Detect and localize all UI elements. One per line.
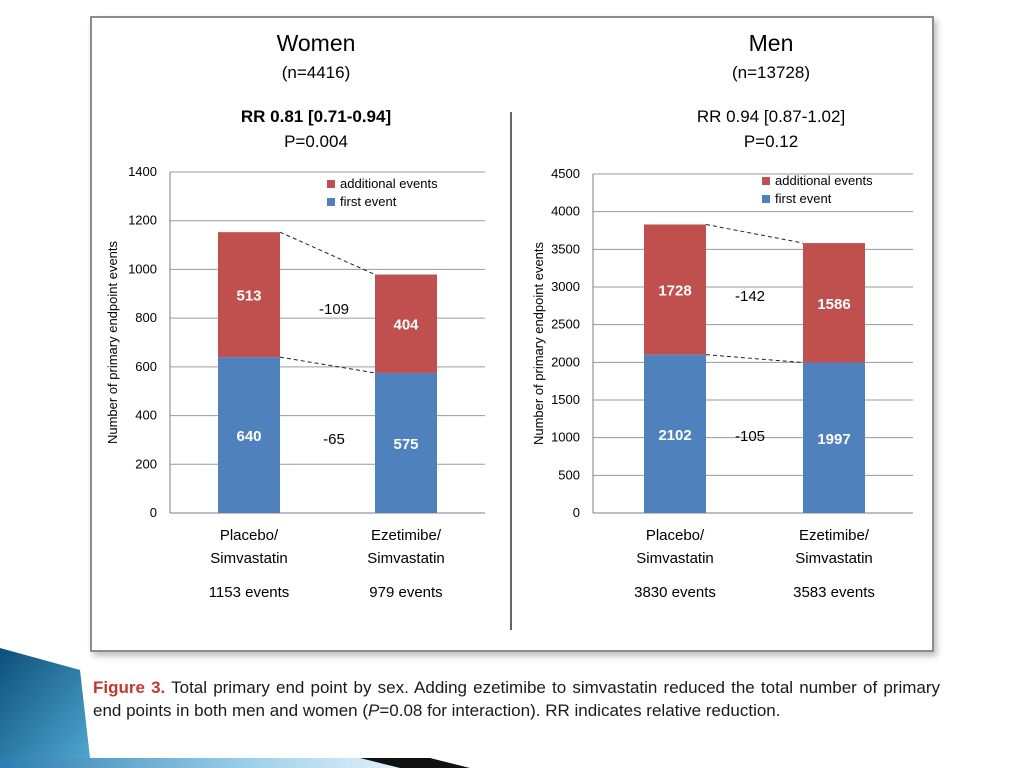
- caption-p-symbol: P: [368, 701, 380, 720]
- men-additional-events-value-label: 1586: [817, 296, 850, 313]
- men-legend-label: additional events: [775, 173, 873, 188]
- women-y-tick-label: 600: [135, 359, 157, 374]
- men-y-tick-label: 0: [573, 505, 580, 520]
- women-rr-text: RR 0.81 [0.71-0.94]: [241, 107, 391, 126]
- women-y-tick-label: 800: [135, 310, 157, 325]
- men-subtitle: (n=13728): [732, 63, 810, 82]
- men-y-tick-label: 500: [558, 467, 580, 482]
- men-y-tick-label: 4500: [551, 166, 580, 181]
- women-bar-additional-events: [218, 232, 280, 358]
- women-legend-label: first event: [340, 194, 397, 209]
- men-bar-first-event: [644, 354, 706, 513]
- women-bar-additional-events: [375, 274, 437, 373]
- men-first-event-value-label: 1997: [817, 431, 850, 448]
- men-connector-total: [705, 223, 804, 244]
- men-y-tick-label: 2500: [551, 317, 580, 332]
- men-bar-first-event: [803, 362, 865, 513]
- caption-text-before: Total primary end point by sex. Adding e…: [93, 678, 940, 720]
- men-diff-first-label: -105: [735, 428, 765, 445]
- men-y-tick-label: 2000: [551, 354, 580, 369]
- men-y-tick-label: 1000: [551, 430, 580, 445]
- women-y-tick-label: 1400: [128, 164, 157, 179]
- women-diff-first-label: -65: [323, 431, 345, 448]
- men-category-label: Simvastatin: [795, 550, 873, 567]
- caption-label: Figure 3.: [93, 678, 166, 697]
- women-category-label: Placebo/: [220, 527, 279, 544]
- women-y-tick-label: 400: [135, 408, 157, 423]
- men-y-tick-label: 1500: [551, 392, 580, 407]
- women-connector-first: [279, 356, 376, 374]
- men-bar-additional-events: [803, 243, 865, 363]
- men-legend-swatch: [762, 177, 770, 185]
- women-connector-total: [279, 231, 376, 276]
- women-p-value: P=0.004: [284, 132, 348, 151]
- women-y-tick-label: 200: [135, 456, 157, 471]
- men-diff-additional-label: -142: [735, 288, 765, 305]
- women-category-label: Ezetimibe/: [371, 527, 442, 544]
- decorative-left-ribbon: [0, 648, 90, 758]
- women-bar-first-event: [218, 357, 280, 513]
- women-legend-label: additional events: [340, 176, 438, 191]
- women-first-event-value-label: 575: [393, 436, 418, 453]
- men-y-tick-label: 3000: [551, 279, 580, 294]
- women-category-label: Simvastatin: [210, 550, 288, 567]
- women-legend-swatch: [327, 180, 335, 188]
- men-category-label: Placebo/: [646, 527, 705, 544]
- women-additional-events-value-label: 513: [236, 288, 261, 305]
- men-legend-label: first event: [775, 191, 832, 206]
- men-rr-text: RR 0.94 [0.87-1.02]: [697, 107, 845, 126]
- men-title: Men: [749, 30, 794, 56]
- men-legend-swatch: [762, 195, 770, 203]
- women-total-events-label: 979 events: [369, 584, 442, 601]
- men-total-events-label: 3583 events: [793, 584, 875, 601]
- men-total-events-label: 3830 events: [634, 584, 716, 601]
- men-additional-events-value-label: 1728: [658, 283, 691, 300]
- women-title: Women: [277, 30, 356, 56]
- figure-caption: Figure 3. Total primary end point by sex…: [93, 676, 940, 722]
- charts-canvas: Women (n=4416) RR 0.81 [0.71-0.94] P=0.004 0…: [105, 30, 913, 630]
- women-y-tick-label: 1200: [128, 213, 157, 228]
- women-y-axis-label: Number of primary endpoint events: [105, 240, 120, 444]
- women-legend-swatch: [327, 198, 335, 206]
- women-bar-first-event: [375, 372, 437, 513]
- women-category-label: Simvastatin: [367, 550, 445, 567]
- men-bar-additional-events: [644, 224, 706, 355]
- men-p-value: P=0.12: [744, 132, 798, 151]
- decorative-bottom-ribbon: [0, 758, 470, 768]
- men-y-tick-label: 3500: [551, 241, 580, 256]
- men-category-label: Simvastatin: [636, 550, 714, 567]
- women-subtitle: (n=4416): [282, 63, 351, 82]
- women-y-tick-label: 0: [150, 505, 157, 520]
- men-first-event-value-label: 2102: [658, 427, 691, 444]
- women-additional-events-value-label: 404: [393, 317, 419, 334]
- men-connector-first: [705, 354, 804, 364]
- women-first-event-value-label: 640: [236, 428, 261, 445]
- women-y-tick-label: 1000: [128, 261, 157, 276]
- men-y-tick-label: 4000: [551, 204, 580, 219]
- men-y-axis-label: Number of primary endpoint events: [531, 241, 546, 445]
- caption-text-after: =0.08 for interaction). RR indicates rel…: [379, 701, 781, 720]
- men-category-label: Ezetimibe/: [799, 527, 870, 544]
- women-total-events-label: 1153 events: [209, 584, 290, 601]
- women-diff-additional-label: -109: [319, 301, 349, 318]
